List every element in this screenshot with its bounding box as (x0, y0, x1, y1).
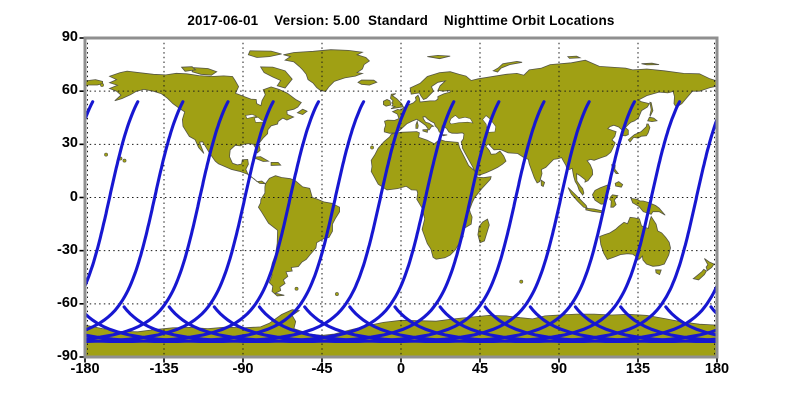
orbit-track (393, 115, 717, 344)
orbit-tracks-layer (0, 100, 800, 344)
landmass (614, 181, 624, 188)
landmass (649, 101, 654, 117)
land-layer (85, 49, 717, 357)
landmass (647, 116, 658, 123)
y-tick-label: 60 (61, 82, 78, 99)
landmass (566, 55, 582, 59)
lake (449, 115, 474, 125)
y-tick-label: -30 (57, 241, 78, 258)
islet (294, 286, 299, 291)
landmass (390, 93, 404, 110)
islet (122, 158, 127, 163)
landmass (585, 207, 603, 214)
landmass (180, 66, 197, 72)
x-tick-label: -45 (311, 361, 333, 377)
x-tick-label: 180 (704, 361, 730, 377)
orbit-track (756, 102, 800, 342)
landmass (427, 54, 451, 60)
x-tick-label: 45 (471, 361, 489, 377)
landmass (477, 218, 490, 244)
landmass (599, 215, 671, 267)
islet (335, 292, 339, 296)
landmass (383, 59, 717, 196)
landmass (422, 129, 429, 133)
x-tick-label: 135 (625, 361, 651, 377)
landmass (191, 67, 218, 76)
landmass (692, 268, 708, 281)
landmass (415, 119, 419, 129)
landmass (259, 66, 293, 89)
landmass (492, 60, 523, 73)
plot-frame (83, 36, 719, 359)
axis-ticks (79, 37, 718, 363)
landmass (641, 62, 660, 66)
x-tick-label: -135 (149, 361, 179, 377)
landmass (270, 162, 282, 166)
grid-layer (85, 38, 717, 357)
orbit-track (85, 100, 185, 332)
islet (370, 145, 374, 150)
islet (519, 279, 524, 284)
landmass (441, 134, 448, 137)
landmass (704, 258, 715, 272)
plot-title: 2017-06-01 Version: 5.00 Standard Nightt… (187, 13, 615, 28)
landmass (247, 50, 282, 58)
landmass (383, 99, 392, 107)
islet (100, 83, 104, 87)
orbit-track (85, 100, 140, 290)
landmass (627, 123, 651, 143)
landmass (85, 309, 717, 357)
landmass (296, 108, 308, 116)
islet (104, 152, 108, 157)
orbit-track (709, 305, 717, 316)
x-tick-label: 90 (550, 361, 568, 377)
landmass (655, 269, 662, 276)
landmass (609, 194, 619, 208)
plot-area (0, 38, 800, 357)
orbit-track (85, 100, 230, 341)
y-tick-label: 90 (61, 29, 78, 45)
x-tick-label: -90 (232, 361, 254, 377)
y-tick-label: -90 (57, 348, 78, 364)
landmass (252, 156, 270, 162)
orbit-track (0, 102, 3, 342)
landmass (257, 175, 340, 297)
orbit-track (664, 305, 717, 337)
landmass (357, 79, 378, 86)
y-tick-label: 0 (69, 188, 78, 205)
x-tick-label: 0 (396, 361, 406, 377)
landmass (540, 179, 546, 188)
lake (245, 114, 258, 119)
x-tick-label: -180 (70, 361, 100, 377)
landmass (283, 49, 371, 92)
y-tick-label: 30 (61, 135, 78, 152)
y-tick-label: -60 (57, 294, 78, 311)
